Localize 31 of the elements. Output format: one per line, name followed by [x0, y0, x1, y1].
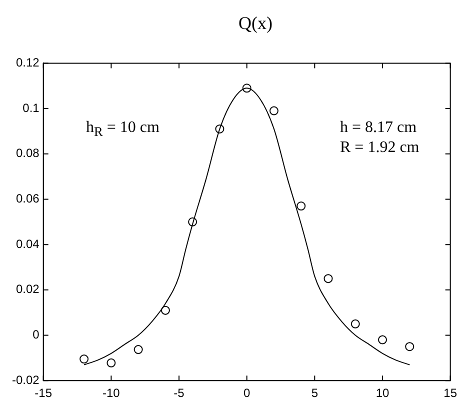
x-tick-label: 10	[376, 386, 390, 400]
y-tick-label: 0.08	[16, 146, 40, 160]
point	[188, 217, 198, 226]
y-tick-label: 0.06	[16, 192, 40, 206]
point	[134, 345, 143, 354]
x-tick-label: -15	[34, 386, 52, 400]
point	[215, 124, 224, 134]
point	[378, 335, 387, 344]
point	[296, 202, 306, 211]
point	[405, 342, 414, 352]
point	[80, 354, 89, 364]
point	[242, 84, 252, 93]
y-tick-label: -0.02	[12, 372, 40, 387]
point	[269, 106, 278, 116]
annotation: h = 8.17 cm R = 1.92 cm	[340, 118, 420, 158]
y-tick-label: 0.12	[16, 56, 40, 70]
y-tick-label: 0	[32, 328, 40, 342]
x-tick-label: 0	[243, 386, 250, 400]
y-tick-label: 0.1	[22, 100, 40, 115]
y-tick-label: 0.04	[16, 236, 40, 251]
point	[160, 306, 170, 315]
point	[106, 358, 116, 368]
y-tick-label: 0.02	[16, 282, 40, 296]
x-tick-label: -10	[102, 386, 120, 400]
point	[350, 319, 360, 328]
x-tick-label: 15	[444, 386, 458, 400]
point	[324, 274, 333, 284]
x-tick-label: -5	[174, 386, 185, 400]
x-tick-label: 5	[311, 386, 318, 400]
annotation: h$_{R}$ = 10 cm	[86, 118, 160, 142]
chart-title: Q(x)	[238, 12, 274, 35]
